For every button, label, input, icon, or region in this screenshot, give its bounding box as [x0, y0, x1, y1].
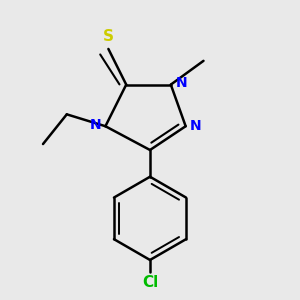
Text: N: N — [175, 76, 187, 90]
Text: N: N — [89, 118, 101, 132]
Text: S: S — [103, 29, 114, 44]
Text: N: N — [190, 119, 202, 133]
Text: Cl: Cl — [142, 275, 158, 290]
